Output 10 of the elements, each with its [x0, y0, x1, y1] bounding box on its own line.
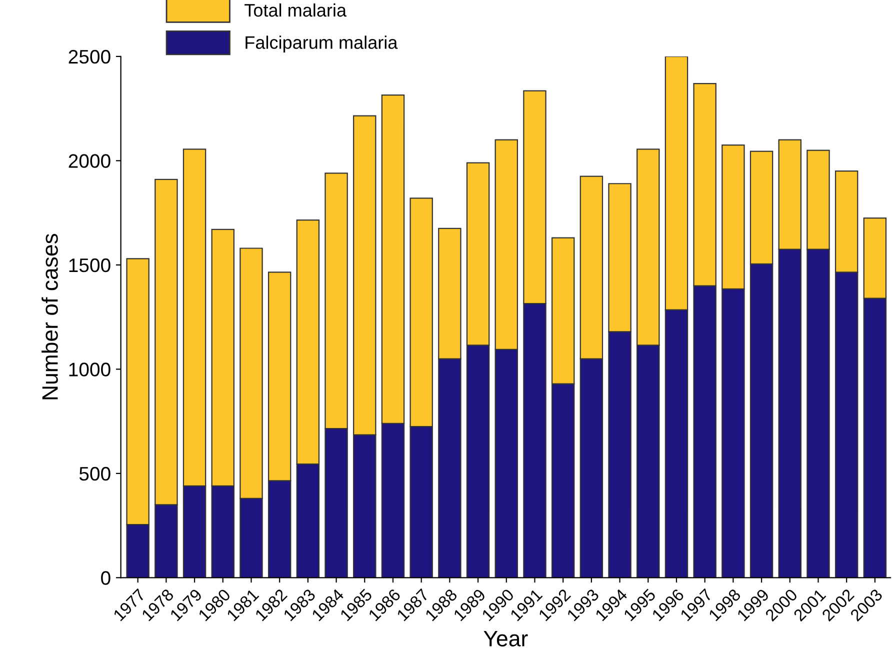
legend-label: Total malaria: [244, 3, 347, 17]
y-tick-label: 2500: [68, 50, 110, 64]
y-tick-label: 500: [79, 466, 110, 481]
y-axis-title: Number of cases: [42, 234, 58, 400]
y-tick-label: 1000: [69, 362, 110, 376]
y-tick-label: 1500: [69, 258, 110, 272]
x-axis-title: Year: [484, 630, 528, 646]
y-tick-label: 2000: [68, 154, 110, 168]
legend-label: Falciparum malaria: [246, 36, 398, 52]
y-tick-label: 0: [101, 571, 110, 585]
